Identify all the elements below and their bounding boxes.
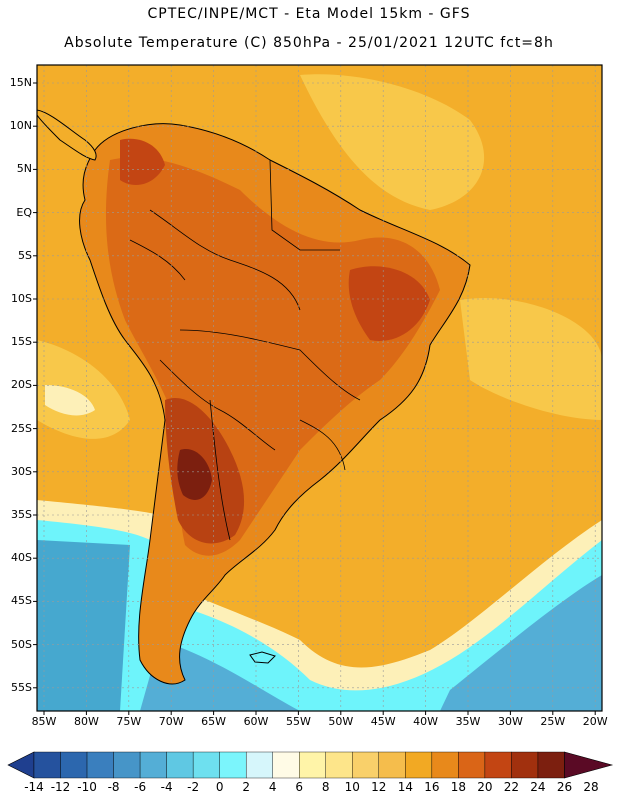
latitude-label: 15S	[11, 335, 32, 349]
colorbar-segment	[245, 751, 273, 779]
colorbar-label: 10	[344, 780, 360, 794]
latitude-label: 50S	[11, 637, 32, 651]
title-line-1: CPTEC/INPE/MCT - Eta Model 15km - GFS	[147, 6, 471, 22]
colorbar-segment	[352, 751, 380, 779]
colorbar-label: 14	[397, 780, 413, 794]
colorbar-label: 0	[215, 780, 224, 794]
colorbar-segment	[511, 751, 539, 779]
pacific-cool-patch	[37, 340, 130, 439]
colorbar-label: 20	[477, 780, 493, 794]
title-line-2: Absolute Temperature (C) 850hPa - 25/01/…	[64, 35, 554, 51]
colorbar-high-arrow	[564, 751, 614, 779]
ocean-yellow-patch	[300, 74, 485, 210]
colorbar-label: -6	[134, 780, 147, 794]
latitude-label: 10S	[11, 292, 32, 305]
longitude-label: 20W	[582, 715, 608, 728]
latitude-label: 40S	[11, 551, 32, 565]
cold-band-blue-east	[440, 575, 602, 711]
colorbar-segment	[484, 751, 512, 779]
longitude-label: 40W	[413, 715, 439, 728]
colorbar-label: 8	[321, 780, 330, 794]
colorbar-label: -4	[160, 780, 173, 794]
colorbar-segment	[60, 751, 88, 779]
colorbar-label: 28	[583, 780, 599, 794]
latitude-label: 10N	[9, 119, 32, 133]
latitude-label: 20S	[11, 378, 32, 392]
colorbar-label: 24	[530, 780, 546, 794]
latitude-label: 25S	[11, 421, 32, 435]
colorbar-label: -2	[187, 780, 200, 794]
colorbar-segment	[272, 751, 300, 779]
colorbar-segment	[405, 751, 433, 779]
longitude-label: 55W	[285, 715, 311, 728]
longitude-label: 45W	[370, 715, 396, 728]
colorbar-label: 6	[295, 780, 304, 794]
longitude-label: 85W	[31, 715, 57, 728]
latitude-label: 15N	[9, 76, 32, 89]
map-frame	[36, 64, 603, 712]
longitude-label: 80W	[73, 715, 99, 728]
colorbar-label: 26	[556, 780, 573, 794]
colorbar-segment	[299, 751, 326, 779]
longitude-label: 65W	[201, 715, 227, 728]
country-borders	[129, 159, 361, 541]
central-america-land	[37, 109, 97, 161]
colorbar-label: 4	[268, 780, 277, 794]
cold-band-blue	[37, 540, 130, 711]
longitude-label: 70W	[158, 715, 184, 728]
grid-lines	[37, 65, 602, 711]
colorbar-segment	[192, 751, 220, 779]
colorbar-segment	[86, 751, 114, 779]
latitude-label: 35S	[11, 508, 32, 521]
colorbar-segment	[378, 751, 406, 779]
colorbar-label: 12	[371, 780, 387, 794]
latitude-label: 5N	[16, 162, 32, 176]
colorbar-label: -14	[24, 780, 44, 794]
latitude-label: 45S	[11, 594, 32, 608]
longitude-label: 30W	[497, 715, 523, 728]
longitude-label: 75W	[116, 715, 142, 728]
longitude-label: 35W	[455, 715, 481, 728]
colorbar-label: 18	[450, 780, 467, 794]
colorbar-segment	[113, 751, 141, 779]
colorbar-label: -10	[77, 780, 97, 794]
colorbar-label: -12	[50, 780, 71, 794]
latitude-label: 55S	[11, 680, 32, 694]
colorbar-segment	[166, 751, 194, 779]
colorbar-segment	[219, 751, 247, 779]
colorbar-low-arrow	[7, 751, 35, 779]
colorbar-segment	[139, 751, 167, 779]
colorbar-segment	[431, 751, 459, 779]
colorbar-label: 22	[503, 780, 520, 794]
longitude-label: 25W	[540, 715, 566, 728]
colorbar-label: -8	[107, 780, 120, 794]
colorbar-label: 2	[242, 780, 250, 794]
ocean-yellow-patch	[460, 298, 602, 420]
colorbar-label: 16	[424, 780, 440, 794]
land-hottest-region	[177, 449, 212, 500]
pacific-cool-patch-inner	[45, 385, 95, 416]
latitude-label: EQ	[16, 205, 32, 219]
land-hotter-region	[348, 266, 430, 341]
latitude-label: 30S	[11, 464, 32, 478]
colorbar	[7, 751, 614, 779]
longitude-label: 60W	[243, 715, 269, 728]
colorbar-segment	[33, 751, 61, 779]
colorbar-segment	[325, 751, 353, 779]
colorbar-segment	[537, 751, 565, 779]
colorbar-segment	[458, 751, 486, 779]
land-hotter-region	[120, 138, 165, 185]
longitude-label: 50W	[328, 715, 354, 728]
map-plot-area	[37, 65, 602, 711]
axis-ticks	[33, 82, 596, 715]
latitude-label: 5S	[18, 248, 32, 262]
